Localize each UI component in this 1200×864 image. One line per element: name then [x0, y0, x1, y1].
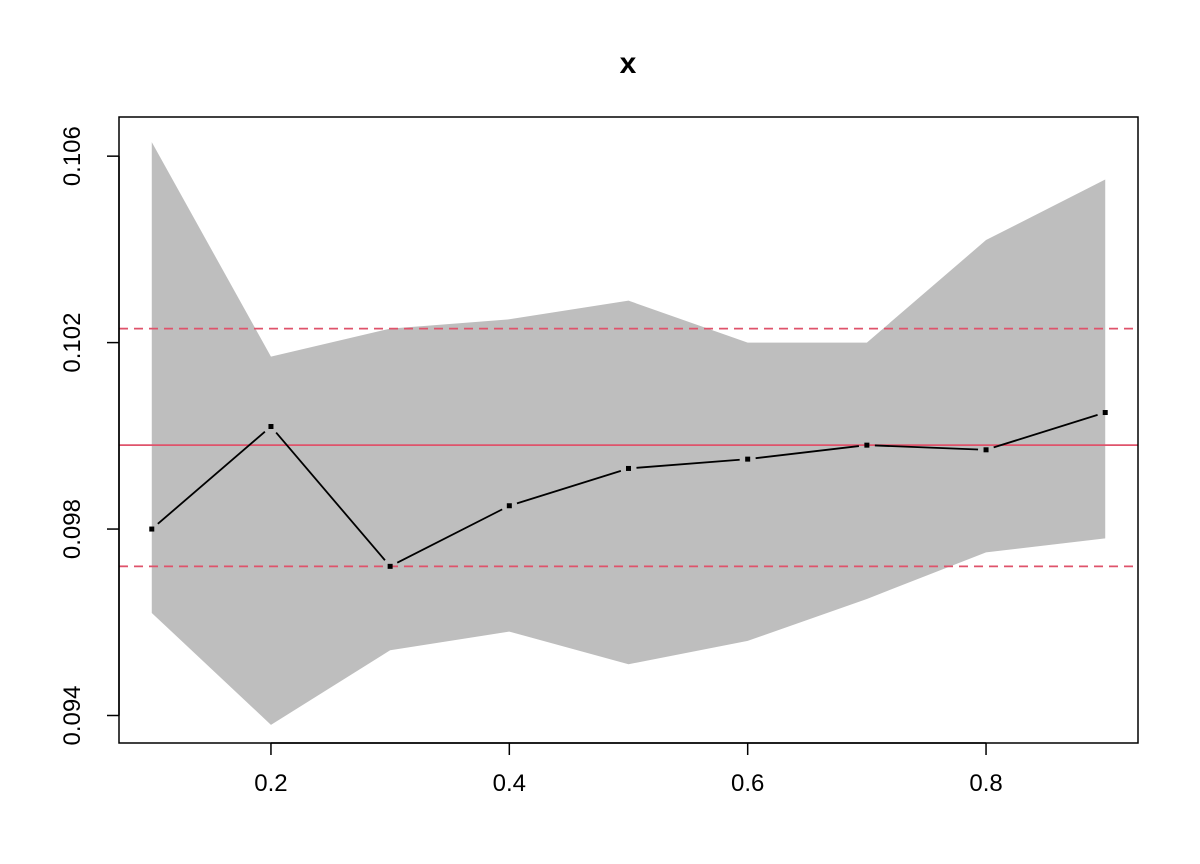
series-segment — [157, 431, 266, 525]
data-point — [626, 465, 631, 471]
y-tick-label: 0.106 — [59, 126, 86, 186]
chart-title: x — [620, 47, 637, 80]
series-segment — [874, 444, 979, 451]
y-axis: 0.094 0.098 0.102 0.106 — [59, 126, 120, 746]
data-point — [983, 447, 989, 453]
data-point — [506, 503, 512, 509]
x-tick-label: 0.6 — [731, 770, 764, 797]
y-tick-label: 0.094 — [59, 685, 86, 745]
data-point — [745, 456, 751, 462]
x-axis: 0.2 0.4 0.6 0.8 — [254, 742, 1003, 797]
data-point — [864, 442, 870, 448]
series-segment — [275, 432, 386, 561]
series-segment — [396, 508, 503, 564]
x-tick-label: 0.8 — [969, 770, 1002, 797]
data-point — [149, 526, 155, 532]
confidence-band-layer — [151, 142, 1106, 725]
series-segment — [516, 469, 622, 505]
data-point — [1102, 410, 1108, 416]
x-tick-label: 0.4 — [493, 770, 526, 797]
data-point — [387, 563, 393, 569]
reference-lines-layer — [119, 327, 1138, 568]
x-tick-label: 0.2 — [254, 770, 287, 797]
series-segment — [755, 445, 860, 460]
data-point — [268, 424, 274, 430]
series-segment — [636, 458, 740, 469]
y-tick-label: 0.102 — [59, 313, 86, 373]
confidence-band — [151, 142, 1106, 725]
series-layer — [149, 410, 1108, 569]
y-tick-label: 0.098 — [59, 499, 86, 559]
series-segment — [993, 414, 1098, 449]
